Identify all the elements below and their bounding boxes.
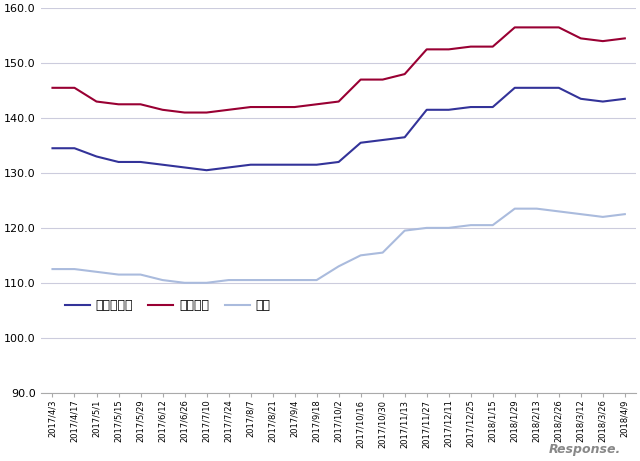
軸油 xyxy=(291,278,298,283)
ハイオク xyxy=(511,24,518,30)
軸油 xyxy=(115,272,122,278)
レギュラー xyxy=(599,99,607,104)
軸油 xyxy=(137,272,145,278)
レギュラー xyxy=(357,140,365,146)
レギュラー xyxy=(445,107,452,112)
ハイオク xyxy=(555,24,563,30)
軸油 xyxy=(247,278,255,283)
軸油 xyxy=(401,228,408,233)
レギュラー xyxy=(203,167,211,173)
軸油 xyxy=(423,225,431,230)
レギュラー xyxy=(467,104,475,110)
軸油 xyxy=(577,212,584,217)
レギュラー xyxy=(335,159,342,165)
軸油 xyxy=(467,222,475,228)
レギュラー xyxy=(115,159,122,165)
レギュラー xyxy=(225,165,232,170)
Text: Response.: Response. xyxy=(548,443,621,456)
レギュラー xyxy=(49,146,56,151)
軸油 xyxy=(555,209,563,214)
レギュラー xyxy=(621,96,628,101)
レギュラー xyxy=(180,165,188,170)
軸油 xyxy=(49,266,56,272)
ハイオク xyxy=(203,110,211,115)
ハイオク xyxy=(49,85,56,90)
ハイオク xyxy=(225,107,232,112)
レギュラー xyxy=(247,162,255,167)
軸油 xyxy=(533,206,541,212)
軸油 xyxy=(489,222,497,228)
レギュラー xyxy=(93,154,100,159)
ハイオク xyxy=(489,44,497,49)
ハイオク xyxy=(291,104,298,110)
軸油 xyxy=(225,278,232,283)
ハイオク xyxy=(313,101,321,107)
軸油 xyxy=(203,280,211,285)
ハイオク xyxy=(533,24,541,30)
軸油 xyxy=(379,250,387,255)
ハイオク xyxy=(357,77,365,83)
Legend: レギュラー, ハイオク, 軸油: レギュラー, ハイオク, 軸油 xyxy=(60,294,276,317)
軸油 xyxy=(93,269,100,275)
ハイオク xyxy=(445,47,452,52)
軸油 xyxy=(269,278,276,283)
軸油 xyxy=(357,253,365,258)
ハイオク xyxy=(577,35,584,41)
Line: ハイオク: ハイオク xyxy=(52,27,625,112)
レギュラー xyxy=(137,159,145,165)
軸油 xyxy=(335,264,342,269)
レギュラー xyxy=(291,162,298,167)
軸油 xyxy=(180,280,188,285)
Line: レギュラー: レギュラー xyxy=(52,88,625,170)
Line: 軸油: 軸油 xyxy=(52,209,625,283)
ハイオク xyxy=(621,35,628,41)
レギュラー xyxy=(401,135,408,140)
軸油 xyxy=(511,206,518,212)
レギュラー xyxy=(379,137,387,143)
ハイオク xyxy=(467,44,475,49)
ハイオク xyxy=(423,47,431,52)
レギュラー xyxy=(577,96,584,101)
レギュラー xyxy=(313,162,321,167)
軸油 xyxy=(621,212,628,217)
ハイオク xyxy=(401,71,408,77)
レギュラー xyxy=(159,162,166,167)
軸油 xyxy=(70,266,78,272)
レギュラー xyxy=(423,107,431,112)
レギュラー xyxy=(533,85,541,90)
軸油 xyxy=(159,278,166,283)
ハイオク xyxy=(180,110,188,115)
ハイオク xyxy=(379,77,387,83)
ハイオク xyxy=(137,101,145,107)
ハイオク xyxy=(247,104,255,110)
ハイオク xyxy=(70,85,78,90)
軸油 xyxy=(599,214,607,219)
レギュラー xyxy=(70,146,78,151)
軸油 xyxy=(445,225,452,230)
軸油 xyxy=(313,278,321,283)
レギュラー xyxy=(489,104,497,110)
ハイオク xyxy=(335,99,342,104)
レギュラー xyxy=(511,85,518,90)
レギュラー xyxy=(555,85,563,90)
ハイオク xyxy=(599,38,607,44)
レギュラー xyxy=(269,162,276,167)
ハイオク xyxy=(269,104,276,110)
ハイオク xyxy=(159,107,166,112)
ハイオク xyxy=(93,99,100,104)
ハイオク xyxy=(115,101,122,107)
